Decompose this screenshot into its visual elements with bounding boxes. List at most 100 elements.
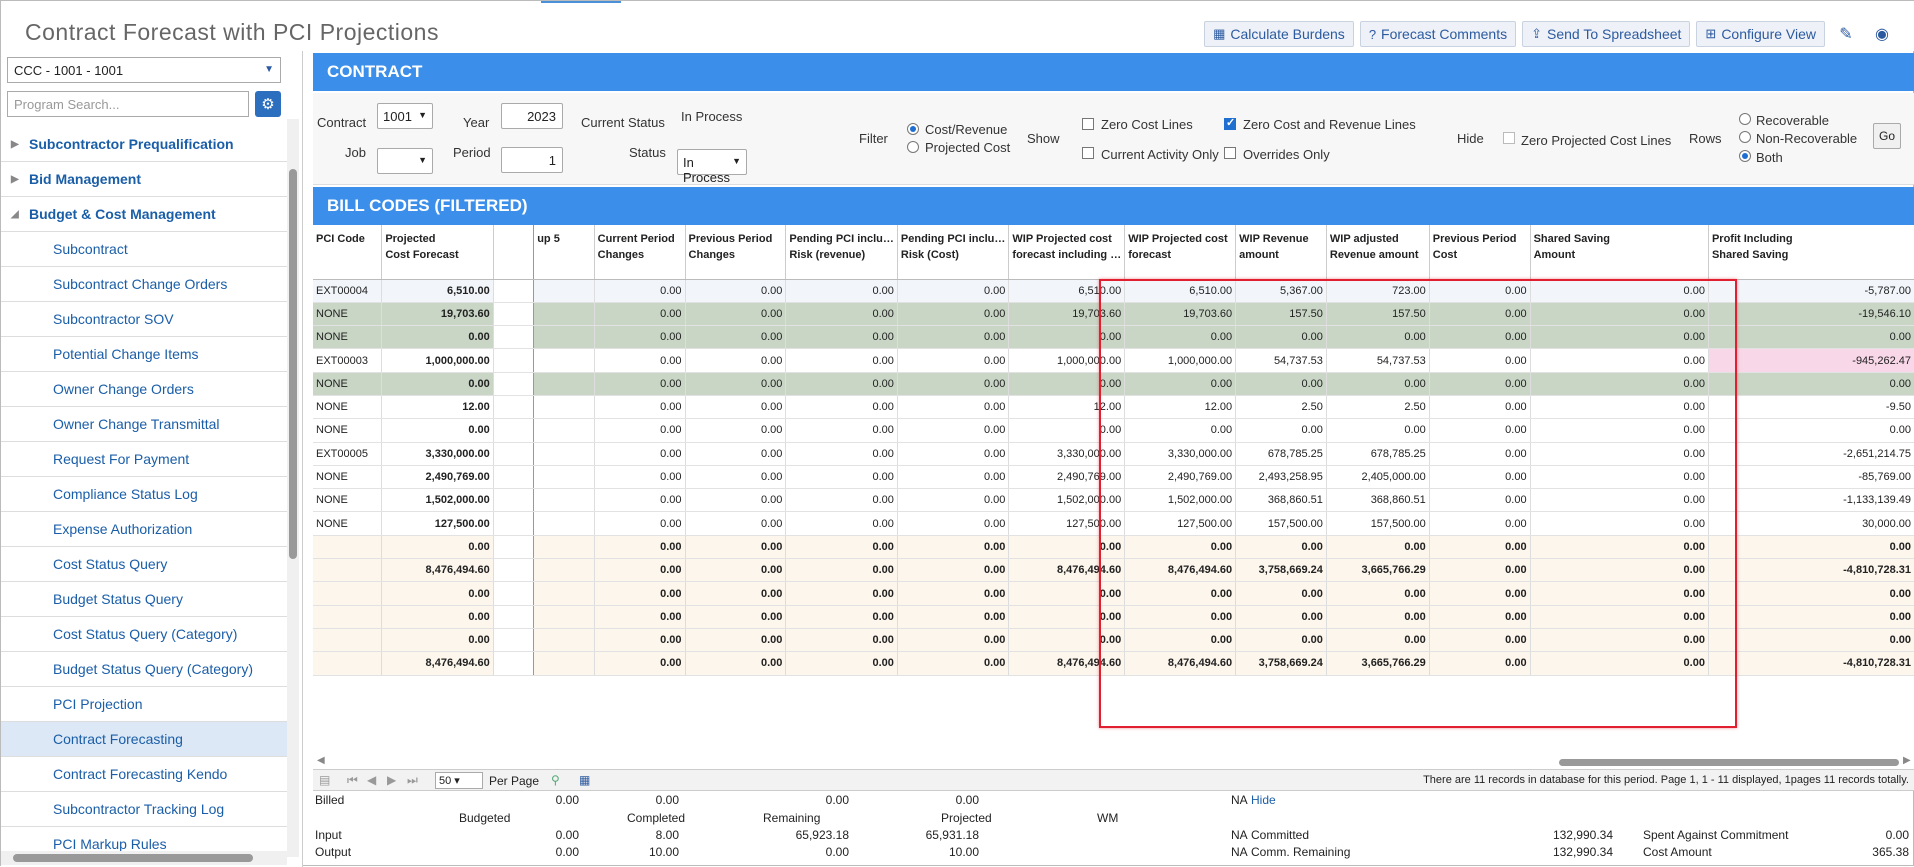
table-cell[interactable]: 0.00 <box>785 302 898 327</box>
sidebar-item[interactable]: Owner Change Transmittal <box>1 407 287 442</box>
table-cell[interactable]: 0.00 <box>1530 605 1709 629</box>
table-cell[interactable]: 127,500.00 <box>1124 511 1237 536</box>
table-cell[interactable]: 1,000,000.00 <box>381 348 494 373</box>
table-row[interactable]: EXT00004 6,510.00 0.00 0.00 0.00 0.00 6,510.00… <box>313 279 1914 303</box>
table-cell[interactable] <box>493 442 535 466</box>
sidebar-scroll-thumb[interactable] <box>289 169 297 559</box>
table-cell[interactable]: NONE <box>313 511 383 536</box>
sidebar-horizontal-scrollbar[interactable] <box>1 851 287 865</box>
sidebar-item[interactable]: Contract Forecasting Kendo <box>1 757 287 792</box>
table-cell[interactable]: 157.50 <box>1235 302 1327 327</box>
scroll-left-icon[interactable]: ◀ <box>317 755 325 766</box>
gear-icon[interactable]: ⚙ <box>255 91 281 117</box>
table-cell[interactable]: 1,502,000.00 <box>1124 488 1237 513</box>
table-cell[interactable]: 1,502,000.00 <box>1008 488 1126 513</box>
table-cell[interactable]: 2,490,769.00 <box>1124 465 1237 490</box>
table-cell[interactable]: 0.00 <box>1530 372 1709 396</box>
period-input[interactable]: 1 <box>501 147 563 173</box>
go-button[interactable]: Go <box>1873 123 1901 149</box>
table-cell[interactable]: 157,500.00 <box>1235 511 1327 536</box>
column-header[interactable]: Projected Cost Forecast <box>381 225 494 280</box>
table-cell[interactable]: 0.00 <box>897 535 1010 560</box>
table-cell[interactable]: 0.00 <box>685 511 787 536</box>
table-cell[interactable]: 0.00 <box>685 605 787 629</box>
sidebar-item[interactable]: Subcontract <box>1 232 287 267</box>
table-cell[interactable]: 157,500.00 <box>1326 511 1430 536</box>
filter-cost-revenue-radio[interactable] <box>907 123 919 135</box>
table-cell[interactable] <box>533 511 595 536</box>
table-cell[interactable] <box>533 605 595 629</box>
table-cell[interactable]: 0.00 <box>594 651 686 676</box>
grid-settings-icon[interactable]: ▦ <box>579 773 591 787</box>
column-header[interactable]: PCI Code <box>313 225 383 280</box>
table-cell[interactable]: 6,510.00 <box>1008 279 1126 303</box>
table-cell[interactable] <box>493 372 535 396</box>
table-cell[interactable]: 5,367.00 <box>1235 279 1327 303</box>
table-cell[interactable] <box>493 418 535 443</box>
table-cell[interactable]: 0.00 <box>685 535 787 560</box>
table-cell[interactable]: 0.00 <box>381 628 494 653</box>
table-cell[interactable]: 0.00 <box>1429 279 1531 303</box>
overrides-only-checkbox[interactable] <box>1224 147 1236 159</box>
table-row[interactable]: NONE 0.00 0.00 0.00 0.00 0.00 0.00 0.00 0.00 0.00… <box>313 372 1914 396</box>
table-cell[interactable]: -9.50 <box>1708 395 1914 420</box>
table-cell[interactable]: 678,785.25 <box>1326 442 1430 466</box>
filter-projected-cost-radio[interactable] <box>907 141 919 153</box>
table-cell[interactable]: 0.00 <box>785 395 898 420</box>
table-cell[interactable]: 0.00 <box>1235 325 1327 350</box>
table-cell[interactable] <box>493 279 535 303</box>
table-cell[interactable]: 0.00 <box>594 325 686 350</box>
table-row[interactable]: NONE 0.00 0.00 0.00 0.00 0.00 0.00 0.00 0.00 0.00… <box>313 325 1914 350</box>
table-cell[interactable] <box>533 348 595 373</box>
column-header[interactable]: Previous Period Cost <box>1429 225 1531 280</box>
table-cell[interactable] <box>313 628 383 653</box>
table-cell[interactable]: 6,510.00 <box>381 279 494 303</box>
table-cell[interactable]: 0.00 <box>594 442 686 466</box>
table-cell[interactable]: 8,476,494.60 <box>1124 558 1237 583</box>
table-cell[interactable]: 0.00 <box>1326 605 1430 629</box>
table-cell[interactable]: 723.00 <box>1326 279 1430 303</box>
table-cell[interactable]: 0.00 <box>1530 302 1709 327</box>
table-cell[interactable]: 0.00 <box>785 279 898 303</box>
table-cell[interactable] <box>533 325 595 350</box>
table-cell[interactable]: 0.00 <box>685 628 787 653</box>
table-cell[interactable] <box>313 535 383 560</box>
first-page-icon[interactable]: ⏮ <box>347 773 358 787</box>
column-header[interactable]: Previous Period Changes <box>685 225 787 280</box>
table-row[interactable]: 0.00 0.00 0.00 0.00 0.00 0.00 0.00 0.00 0.00 0.00… <box>313 628 1914 653</box>
table-cell[interactable] <box>493 325 535 350</box>
sidebar-vertical-scrollbar[interactable] <box>287 119 299 857</box>
table-cell[interactable]: 0.00 <box>897 558 1010 583</box>
table-cell[interactable]: 0.00 <box>685 302 787 327</box>
sidebar-item[interactable]: ▶ Subcontractor Prequalification <box>1 127 287 162</box>
sidebar-item[interactable]: Owner Change Orders <box>1 372 287 407</box>
table-cell[interactable]: 0.00 <box>594 279 686 303</box>
table-cell[interactable]: 0.00 <box>1429 395 1531 420</box>
table-cell[interactable]: 0.00 <box>785 325 898 350</box>
table-row[interactable]: 8,476,494.60 0.00 0.00 0.00 0.00 8,476,494.60… <box>313 558 1914 583</box>
table-cell[interactable]: 0.00 <box>1530 395 1709 420</box>
table-cell[interactable]: 157.50 <box>1326 302 1430 327</box>
table-cell[interactable]: NONE <box>313 488 383 513</box>
table-cell[interactable]: 0.00 <box>685 279 787 303</box>
table-cell[interactable]: 0.00 <box>1429 348 1531 373</box>
table-cell[interactable] <box>493 535 535 560</box>
table-row[interactable]: NONE 12.00 0.00 0.00 0.00 0.00 12.00 12.00 2.50 2… <box>313 395 1914 420</box>
table-cell[interactable]: 0.00 <box>897 651 1010 676</box>
table-cell[interactable]: 0.00 <box>594 581 686 606</box>
column-header[interactable]: Pending PCI inclu… Risk (Cost) <box>897 225 1010 280</box>
table-cell[interactable]: 0.00 <box>897 488 1010 513</box>
table-cell[interactable]: 0.00 <box>1429 488 1531 513</box>
table-cell[interactable] <box>493 605 535 629</box>
table-cell[interactable]: 6,510.00 <box>1124 279 1237 303</box>
table-cell[interactable]: 0.00 <box>785 558 898 583</box>
table-cell[interactable]: 0.00 <box>897 442 1010 466</box>
table-cell[interactable]: 0.00 <box>1008 581 1126 606</box>
zero-projected-cost-lines-checkbox[interactable] <box>1503 132 1515 144</box>
table-cell[interactable]: 127,500.00 <box>1008 511 1126 536</box>
table-cell[interactable] <box>493 628 535 653</box>
table-cell[interactable]: 8,476,494.60 <box>381 651 494 676</box>
table-cell[interactable] <box>493 581 535 606</box>
configure-view-button[interactable]: ⊞ Configure View <box>1696 21 1825 47</box>
table-cell[interactable]: -4,810,728.31 <box>1708 651 1914 676</box>
